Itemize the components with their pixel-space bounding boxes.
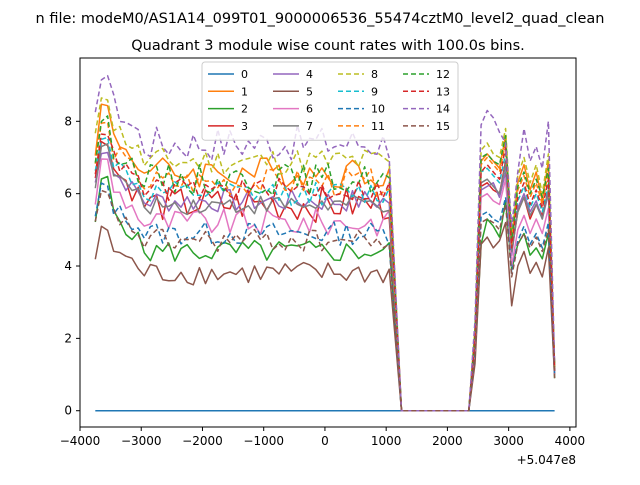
series-line-6 — [94, 158, 556, 412]
x-tick-label: −4000 — [60, 434, 101, 448]
y-tick-label: 2 — [64, 331, 72, 345]
y-axis: 0 2 4 6 8 — [64, 114, 80, 418]
series-line-8 — [94, 97, 556, 412]
series-line-13 — [94, 133, 556, 412]
y-tick-label: 4 — [64, 259, 72, 273]
series-line-10 — [94, 182, 556, 412]
series-line-2 — [94, 175, 556, 412]
y-tick-label: 6 — [64, 187, 72, 201]
legend-label-3: 3 — [241, 120, 248, 133]
legend-label-6: 6 — [306, 103, 313, 116]
plot-area: −4000 −3000 −2000 −1000 0 1000 2000 3000 4000 0 2… — [60, 57, 585, 448]
chart-title: Quadrant 3 module wise count rates with … — [131, 38, 525, 54]
series-line-4 — [94, 151, 556, 412]
series-line-14 — [94, 74, 556, 412]
x-offset-label: +5.047e8 — [517, 453, 576, 467]
x-tick-label: 3000 — [493, 434, 524, 448]
series-line-9 — [94, 136, 556, 412]
x-tick-label: 0 — [321, 434, 329, 448]
legend-box — [201, 61, 459, 141]
legend-label-12: 12 — [436, 68, 450, 81]
legend-label-13: 13 — [436, 85, 450, 98]
x-tick-label: −1000 — [243, 434, 284, 448]
x-tick-label: 4000 — [555, 434, 586, 448]
legend-label-2: 2 — [241, 103, 248, 116]
chart-suptitle: n file: modeM0/AS1A14_099T01_9000006536_… — [36, 11, 605, 27]
series-layer — [94, 74, 556, 412]
y-tick-label: 8 — [64, 114, 72, 128]
x-tick-label: −3000 — [121, 434, 162, 448]
legend-label-4: 4 — [306, 68, 313, 81]
legend-label-10: 10 — [371, 103, 385, 116]
x-axis: −4000 −3000 −2000 −1000 0 1000 2000 3000 4000 — [60, 427, 585, 448]
legend-label-9: 9 — [371, 85, 378, 98]
legend-label-11: 11 — [371, 120, 385, 133]
legend-label-0: 0 — [241, 68, 248, 81]
series-line-12 — [94, 115, 556, 412]
legend-label-14: 14 — [436, 103, 450, 116]
series-line-11 — [94, 121, 556, 412]
series-line-7 — [94, 143, 556, 412]
legend-label-7: 7 — [306, 120, 313, 133]
series-line-15 — [94, 189, 556, 412]
legend-label-15: 15 — [436, 120, 450, 133]
legend-label-1: 1 — [241, 85, 248, 98]
x-tick-label: 1000 — [371, 434, 402, 448]
legend-label-8: 8 — [371, 68, 378, 81]
series-line-5 — [94, 221, 556, 412]
y-tick-label: 0 — [64, 404, 72, 418]
legend-label-5: 5 — [306, 85, 313, 98]
x-tick-label: −2000 — [182, 434, 223, 448]
plot-frame — [79, 57, 577, 428]
x-tick-label: 2000 — [432, 434, 463, 448]
